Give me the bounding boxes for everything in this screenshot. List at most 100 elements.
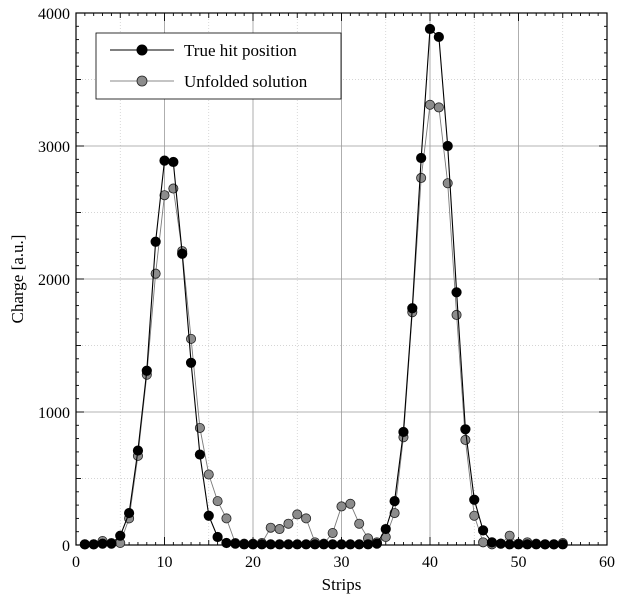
line-true-hit bbox=[84, 27, 563, 545]
point-true-hit bbox=[486, 537, 498, 548]
point-true-hit bbox=[132, 445, 144, 456]
point-unfolded bbox=[424, 99, 435, 110]
point-unfolded bbox=[327, 528, 338, 539]
point-unfolded bbox=[283, 518, 294, 529]
point-unfolded bbox=[451, 309, 462, 320]
series-true-hit bbox=[79, 23, 568, 550]
point-true-hit bbox=[150, 236, 161, 247]
y-tick-label: 0 bbox=[62, 538, 70, 555]
point-true-hit bbox=[185, 357, 197, 368]
point-true-hit bbox=[407, 303, 418, 314]
y-tick-label: 2000 bbox=[38, 272, 70, 289]
point-true-hit bbox=[451, 287, 462, 298]
point-true-hit bbox=[345, 539, 356, 550]
point-unfolded bbox=[504, 530, 515, 541]
point-true-hit bbox=[168, 156, 179, 168]
x-tick-label: 10 bbox=[157, 554, 173, 571]
point-true-hit bbox=[380, 523, 391, 535]
x-tick-label: 50 bbox=[511, 554, 527, 571]
point-true-hit bbox=[389, 496, 400, 507]
point-true-hit bbox=[504, 539, 515, 550]
x-tick-label: 30 bbox=[334, 554, 350, 571]
point-unfolded bbox=[221, 513, 232, 524]
point-true-hit bbox=[424, 23, 436, 35]
legend-marker-true-hit bbox=[136, 44, 148, 56]
point-unfolded bbox=[416, 172, 427, 183]
point-unfolded bbox=[354, 518, 365, 529]
point-true-hit bbox=[221, 537, 232, 549]
point-true-hit bbox=[362, 539, 374, 550]
point-true-hit bbox=[557, 539, 568, 550]
point-unfolded bbox=[212, 496, 223, 507]
y-tick-label: 3000 bbox=[38, 139, 70, 156]
point-unfolded bbox=[460, 434, 471, 445]
point-unfolded bbox=[301, 513, 312, 524]
point-true-hit bbox=[354, 539, 365, 550]
legend: True hit position Unfolded solution bbox=[95, 32, 342, 100]
point-true-hit bbox=[539, 539, 551, 550]
point-true-hit bbox=[194, 449, 205, 460]
point-true-hit bbox=[115, 530, 126, 541]
point-unfolded bbox=[292, 509, 303, 520]
point-true-hit bbox=[239, 539, 250, 550]
x-tick-label: 40 bbox=[422, 554, 438, 571]
point-true-hit bbox=[203, 510, 214, 521]
point-true-hit bbox=[97, 538, 108, 549]
legend-label-unfolded: Unfolded solution bbox=[184, 72, 308, 91]
point-true-hit bbox=[274, 539, 285, 550]
point-true-hit bbox=[301, 539, 312, 550]
series-layer bbox=[79, 23, 568, 550]
x-axis-title: Strips bbox=[322, 575, 362, 594]
point-true-hit bbox=[292, 539, 303, 550]
point-true-hit bbox=[124, 507, 135, 519]
point-true-hit bbox=[79, 539, 90, 550]
point-true-hit bbox=[522, 539, 533, 550]
point-unfolded bbox=[345, 498, 356, 509]
point-true-hit bbox=[106, 538, 117, 549]
point-true-hit bbox=[88, 539, 99, 550]
point-true-hit bbox=[548, 539, 560, 550]
point-true-hit bbox=[141, 365, 152, 376]
point-true-hit bbox=[513, 539, 524, 550]
y-tick-label: 1000 bbox=[38, 405, 70, 422]
point-unfolded bbox=[478, 537, 489, 548]
point-true-hit bbox=[177, 248, 188, 259]
legend-marker-unfolded bbox=[136, 75, 148, 87]
point-true-hit bbox=[460, 424, 471, 435]
y-axis-title: Charge [a.u.] bbox=[8, 235, 27, 324]
x-tick-label: 60 bbox=[599, 554, 615, 571]
point-unfolded bbox=[186, 333, 197, 344]
line-unfolded bbox=[84, 104, 563, 545]
ticks: 0 10 20 30 40 50 60 0 1000 2000 3000 4000 bbox=[38, 6, 615, 571]
legend-box bbox=[95, 32, 342, 100]
x-tick-label: 0 bbox=[72, 554, 80, 571]
point-true-hit bbox=[230, 538, 241, 549]
point-unfolded bbox=[159, 190, 170, 201]
point-unfolded bbox=[433, 102, 444, 113]
point-true-hit bbox=[336, 539, 347, 550]
point-true-hit bbox=[495, 538, 506, 549]
point-true-hit bbox=[531, 539, 542, 550]
point-true-hit bbox=[159, 155, 170, 166]
point-unfolded bbox=[442, 178, 453, 189]
point-unfolded bbox=[265, 522, 276, 533]
point-unfolded bbox=[203, 469, 214, 480]
point-true-hit bbox=[433, 31, 444, 43]
point-true-hit bbox=[398, 426, 409, 438]
point-true-hit bbox=[327, 539, 338, 550]
legend-label-true-hit: True hit position bbox=[184, 41, 297, 60]
y-tick-label: 4000 bbox=[38, 6, 70, 23]
point-unfolded bbox=[336, 501, 347, 512]
series-unfolded bbox=[79, 99, 568, 550]
point-true-hit bbox=[309, 539, 321, 550]
point-true-hit bbox=[469, 494, 480, 505]
point-unfolded bbox=[274, 524, 285, 535]
point-true-hit bbox=[212, 531, 223, 543]
point-true-hit bbox=[283, 539, 294, 550]
x-tick-label: 20 bbox=[245, 554, 261, 571]
point-true-hit bbox=[478, 525, 489, 536]
point-unfolded bbox=[150, 268, 161, 279]
point-true-hit bbox=[416, 152, 427, 164]
point-true-hit bbox=[265, 539, 276, 550]
point-true-hit bbox=[442, 140, 453, 152]
